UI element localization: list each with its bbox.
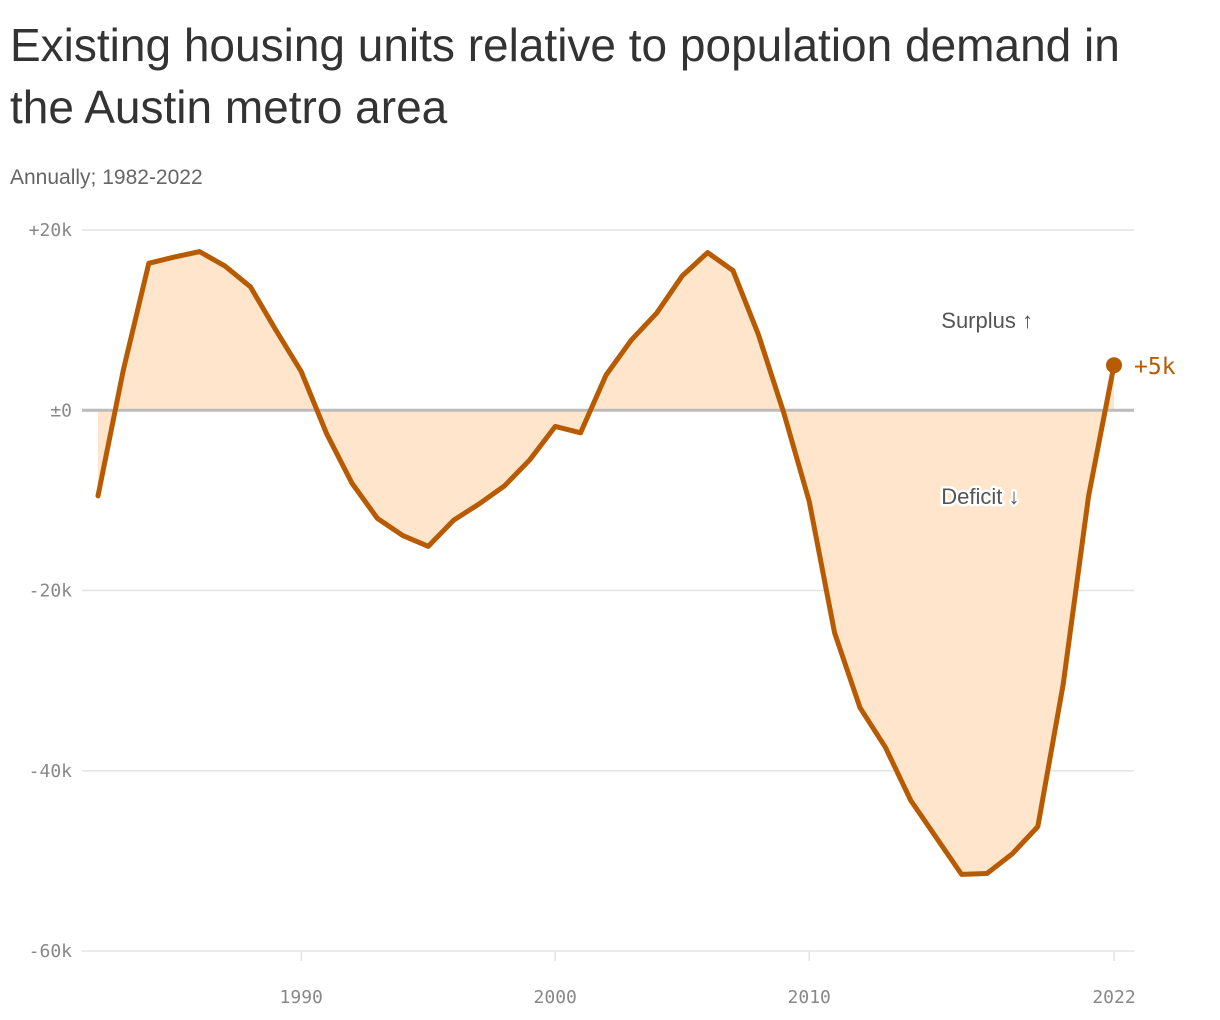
end-value-label: +5k	[1134, 354, 1176, 380]
x-tick-label: 1990	[280, 987, 323, 1008]
chart-subtitle: Annually; 1982-2022	[10, 166, 203, 189]
area-layer	[82, 251, 1134, 875]
x-tick-label: 2010	[788, 987, 831, 1008]
y-tick-label: +20k	[29, 220, 73, 241]
x-tick-label: 2022	[1092, 987, 1135, 1008]
annotation-label: Surplus ↑	[941, 308, 1033, 333]
line-layer	[95, 249, 1122, 877]
series-line	[95, 249, 1117, 877]
y-tick-label: -40k	[29, 761, 73, 782]
y-tick-label: ±0	[50, 400, 72, 421]
y-tick-label: -20k	[29, 581, 73, 602]
label-layer: +20k ±0 -20k -40k -60k 1990 2000 2010 2022 +5k Sur…	[29, 220, 1176, 1008]
y-tick-label: -60k	[29, 941, 73, 962]
annotation-label: Deficit ↓	[941, 484, 1019, 509]
grid-layer	[82, 229, 1134, 961]
x-tick-label: 2000	[534, 987, 577, 1008]
end-point	[1106, 357, 1122, 374]
chart-title: Existing housing units relative to popul…	[10, 19, 1120, 133]
deficit-surplus-area	[98, 251, 1114, 875]
